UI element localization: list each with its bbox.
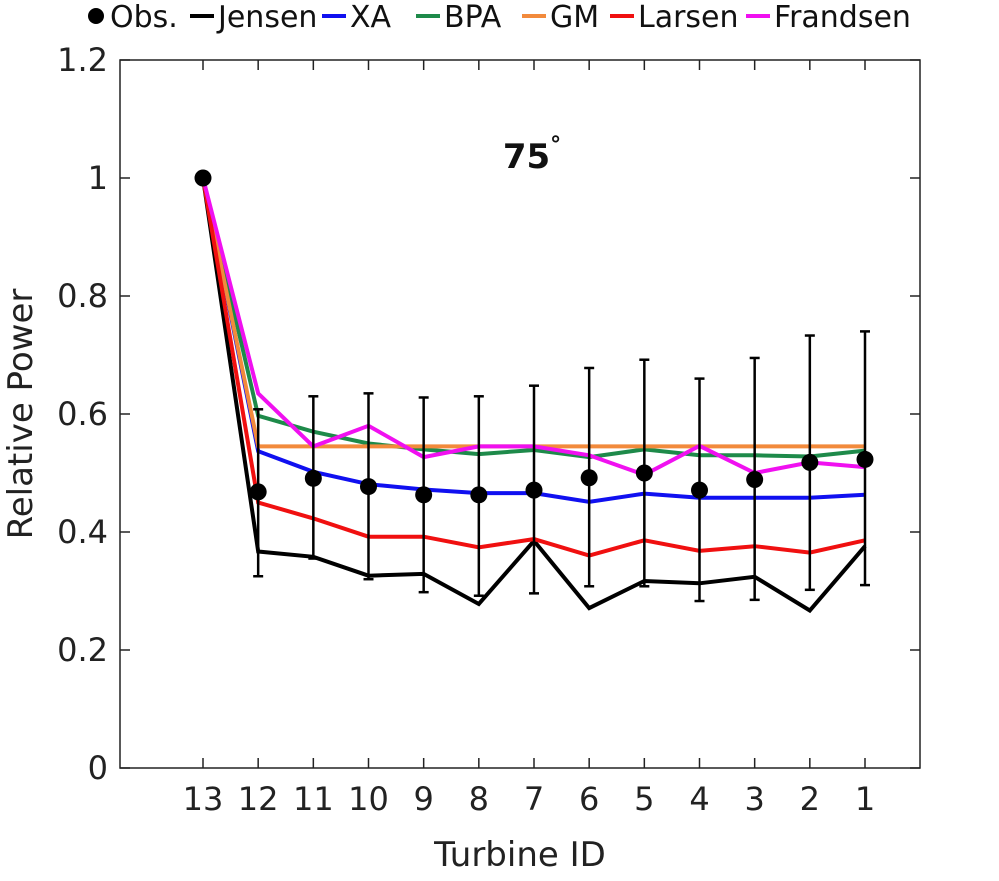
y-tick-label: 0.6 — [57, 395, 108, 433]
x-tick-label: 8 — [469, 780, 489, 818]
legend-label-bpa: BPA — [444, 0, 502, 35]
angle-value: 75 — [503, 137, 550, 177]
x-tick-label: 6 — [579, 780, 599, 818]
y-axis-label: Relative Power — [1, 289, 41, 540]
y-tick-label: 0.8 — [57, 277, 108, 315]
observation-point — [580, 469, 598, 487]
x-tick-label: 12 — [238, 780, 279, 818]
legend: Obs. Jensen XA BPA GM Larsen Frandsen — [88, 0, 911, 35]
observation-point — [470, 486, 488, 504]
y-axis: 0 0.2 0.4 0.6 0.8 1 1.2 — [57, 41, 920, 787]
y-tick-label: 0 — [88, 749, 108, 787]
observation-point — [194, 169, 212, 187]
observation-point — [691, 481, 708, 499]
x-tick-label: 7 — [524, 780, 544, 818]
observation-point — [304, 469, 322, 487]
x-axis: 13 12 11 10 9 8 7 6 5 4 3 2 1 — [183, 60, 875, 818]
x-tick-label: 10 — [348, 780, 389, 818]
observation-point — [249, 483, 267, 501]
legend-marker-obs — [88, 8, 104, 24]
legend-label-obs: Obs. — [110, 0, 178, 35]
x-tick-label: 13 — [183, 780, 224, 818]
observation-point — [525, 481, 543, 499]
legend-label-larsen: Larsen — [638, 0, 739, 35]
observation-point — [635, 464, 653, 482]
x-tick-label: 1 — [855, 780, 875, 818]
legend-label-frandsen: Frandsen — [774, 0, 911, 35]
observation-point — [415, 486, 433, 504]
angle-unit: ° — [550, 133, 561, 158]
y-tick-label: 1 — [88, 159, 108, 197]
legend-label-xa: XA — [350, 0, 392, 35]
observation-point — [856, 450, 874, 468]
error-bars — [253, 330, 870, 603]
x-tick-label: 11 — [293, 780, 334, 818]
x-tick-label: 2 — [800, 780, 820, 818]
plot-area: 00.20.40.60.811.2 13 12 11 10 9 8 7 6 5 4 3 2 1 75° — [57, 41, 921, 818]
y-tick-label: 0.2 — [57, 631, 108, 669]
observation-point — [801, 453, 819, 471]
x-axis-label: Turbine ID — [433, 835, 606, 875]
observation-point — [360, 478, 377, 496]
y-tick-label: 0.4 — [57, 513, 108, 551]
x-tick-label: 9 — [413, 780, 433, 818]
x-tick-label: 3 — [744, 780, 764, 818]
angle-annotation: 75° — [503, 133, 561, 177]
x-tick-label: 5 — [634, 780, 654, 818]
x-tick-label: 4 — [689, 780, 709, 818]
y-tick-label: 1.2 — [57, 41, 108, 79]
legend-label-jensen: Jensen — [216, 0, 317, 35]
observation-points — [194, 169, 874, 504]
legend-label-gm: GM — [550, 0, 599, 35]
observation-point — [746, 470, 764, 488]
